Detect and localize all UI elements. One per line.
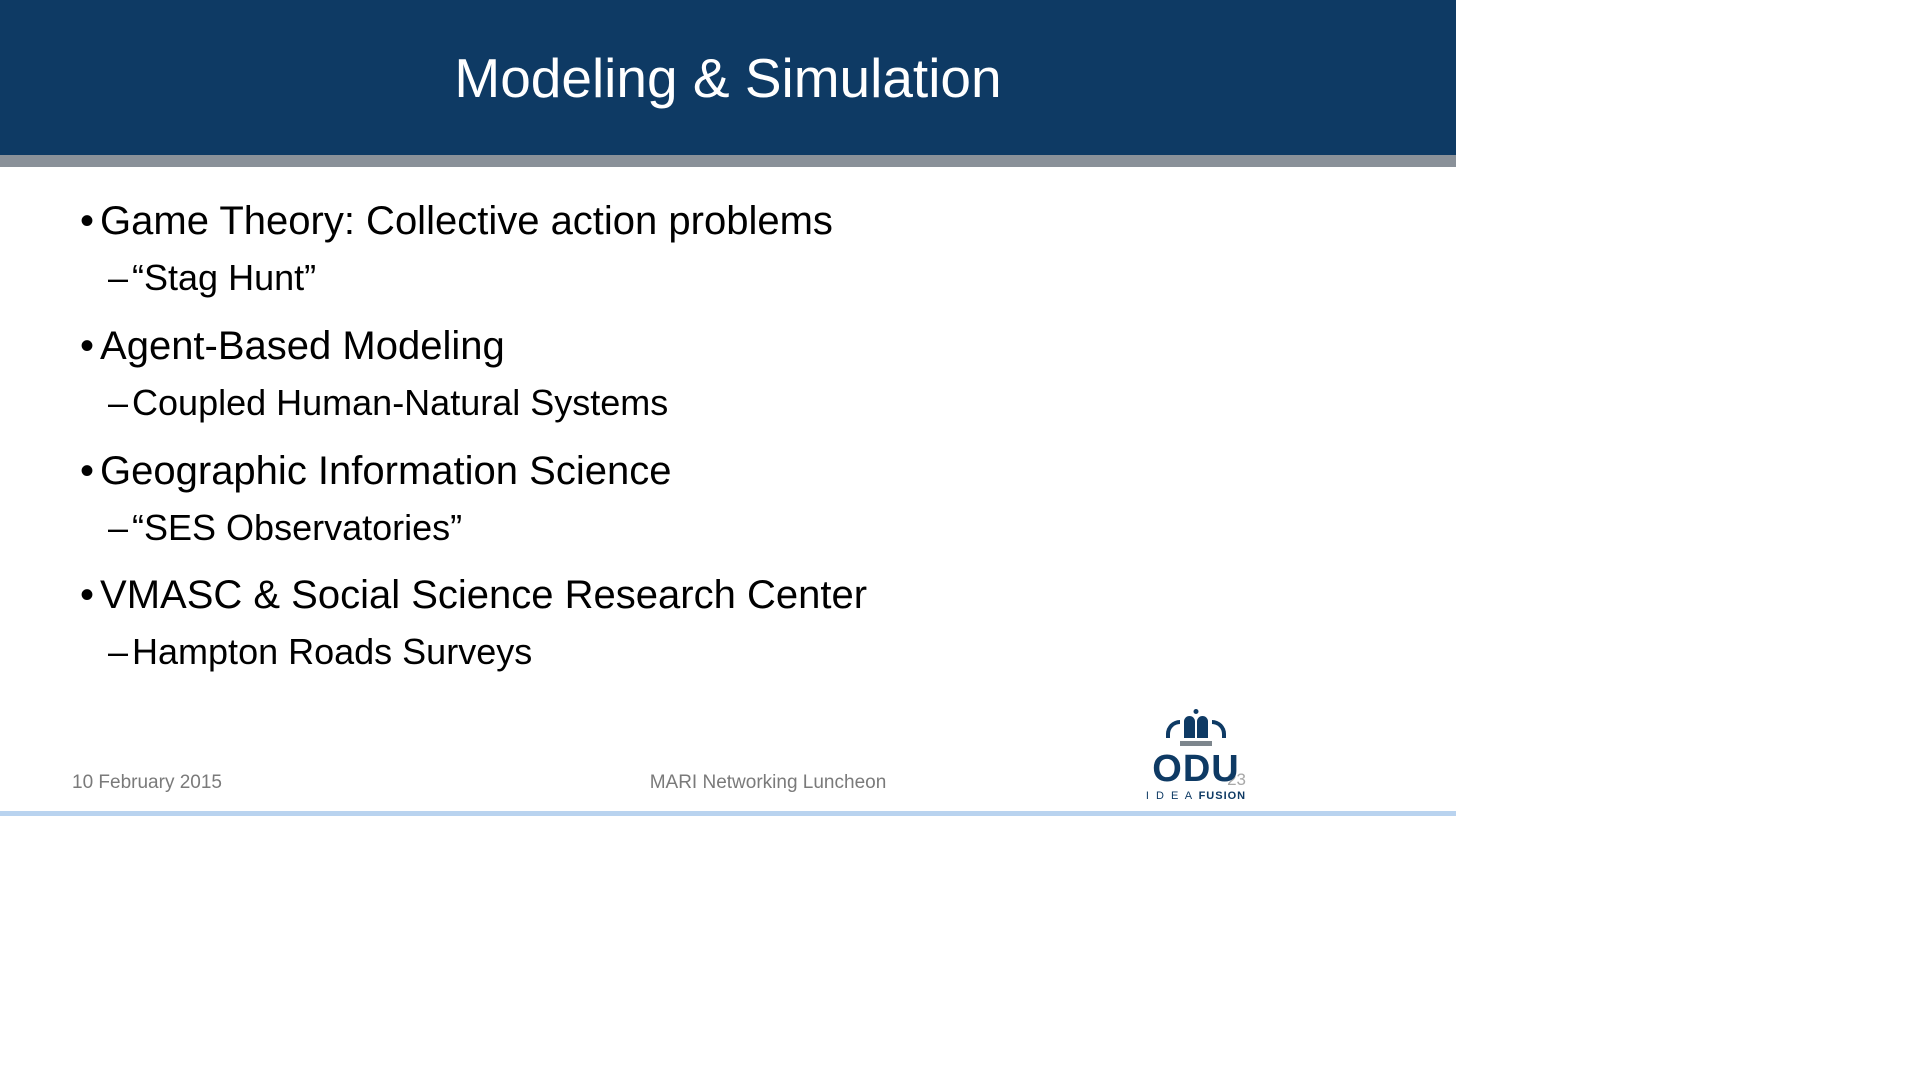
logo-tagline-b: FUSION	[1199, 790, 1247, 802]
bullet-item: • Agent-Based Modeling	[80, 320, 1396, 372]
slide-body: • Game Theory: Collective action problem…	[0, 167, 1456, 676]
title-band: Modeling & Simulation	[0, 0, 1456, 155]
header-divider	[0, 155, 1456, 167]
sub-bullet-item: – “SES Observatories”	[108, 505, 1396, 552]
bullet-text: Agent-Based Modeling	[100, 320, 505, 372]
logo-text: ODU	[1152, 750, 1239, 788]
dash-icon: –	[108, 629, 128, 676]
bullet-item: • VMASC & Social Science Research Center	[80, 569, 1396, 621]
logo-tagline: I D E A FUSION	[1146, 790, 1246, 802]
sub-bullet-item: – “Stag Hunt”	[108, 255, 1396, 302]
sub-bullet-text: Hampton Roads Surveys	[132, 629, 532, 676]
bullet-icon: •	[80, 445, 94, 497]
sub-bullet-text: Coupled Human-Natural Systems	[132, 380, 668, 427]
bullet-icon: •	[80, 320, 94, 372]
dash-icon: –	[108, 505, 128, 552]
sub-bullet-text: “Stag Hunt”	[132, 255, 316, 302]
bottom-rule	[0, 811, 1456, 816]
bullet-item: • Game Theory: Collective action problem…	[80, 195, 1396, 247]
bullet-text: Game Theory: Collective action problems	[100, 195, 833, 247]
bullet-item: • Geographic Information Science	[80, 445, 1396, 497]
dash-icon: –	[108, 255, 128, 302]
bullet-text: Geographic Information Science	[100, 445, 671, 497]
bullet-icon: •	[80, 195, 94, 247]
logo-tagline-a: I D E A	[1146, 790, 1199, 802]
crown-icon	[1168, 714, 1224, 742]
dash-icon: –	[108, 380, 128, 427]
sub-bullet-item: – Coupled Human-Natural Systems	[108, 380, 1396, 427]
bullet-text: VMASC & Social Science Research Center	[100, 569, 867, 621]
bullet-icon: •	[80, 569, 94, 621]
odu-logo: ODU I D E A FUSION	[1136, 714, 1256, 802]
slide-title: Modeling & Simulation	[454, 46, 1001, 110]
sub-bullet-item: – Hampton Roads Surveys	[108, 629, 1396, 676]
sub-bullet-text: “SES Observatories”	[132, 505, 462, 552]
